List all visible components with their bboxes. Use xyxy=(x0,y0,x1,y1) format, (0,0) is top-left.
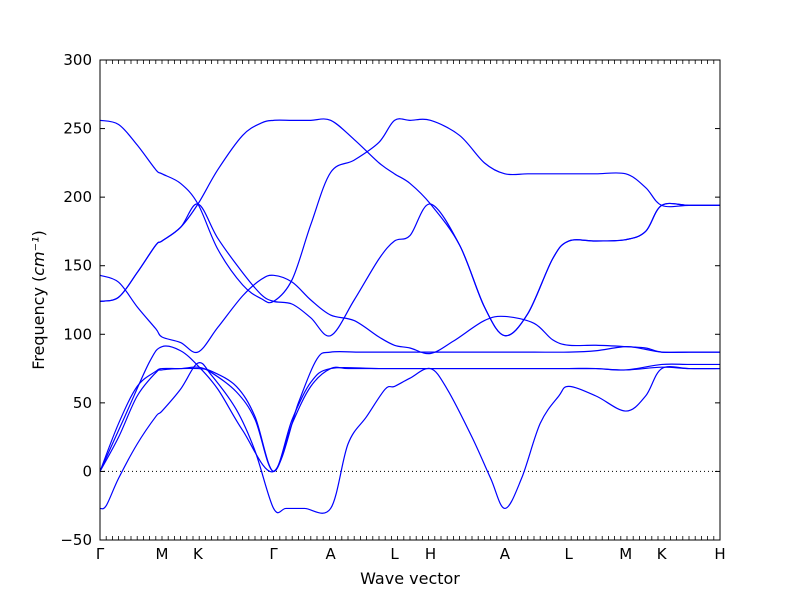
y-tick-label: 50 xyxy=(73,394,92,412)
y-axis-label: Frequency (cm⁻¹) xyxy=(29,230,48,369)
y-tick-labels: −50 0 50 100 150 200 250 300 xyxy=(60,51,92,549)
x-tick-label: K xyxy=(657,545,668,563)
x-tick-label: Γ xyxy=(96,545,105,563)
y-tick-label: 200 xyxy=(63,188,92,206)
x-tick-label: Γ xyxy=(269,545,278,563)
x-tick-label: K xyxy=(193,545,204,563)
y-tick-label: 250 xyxy=(63,120,92,138)
branch-7 xyxy=(99,118,720,304)
y-tick-label: 150 xyxy=(63,257,92,275)
axis-ticks xyxy=(99,59,721,541)
branch-6 xyxy=(99,202,720,337)
x-axis-label: Wave vector xyxy=(360,569,460,588)
y-tick-label: 100 xyxy=(63,325,92,343)
x-tick-label: A xyxy=(326,545,337,563)
branch-2 xyxy=(99,366,721,473)
y-tick-label: 0 xyxy=(82,462,92,480)
plot-frame xyxy=(99,59,721,541)
branch-5 xyxy=(99,274,720,355)
y-tick-label: 300 xyxy=(63,51,92,69)
x-tick-label: M xyxy=(619,545,632,563)
x-tick-label: H xyxy=(425,545,436,563)
x-tick-label: L xyxy=(565,545,574,563)
x-tick-label: M xyxy=(156,545,169,563)
y-axis-label-text: Frequency xyxy=(29,287,48,370)
y-axis-label-unit: cm⁻¹ xyxy=(29,237,48,276)
x-tick-label: L xyxy=(390,545,399,563)
branch-8 xyxy=(99,118,720,337)
branch-3 xyxy=(99,363,720,473)
y-tick-label: −50 xyxy=(60,531,92,549)
branch-1 xyxy=(99,362,720,514)
branch-4 xyxy=(99,345,720,473)
x-tick-label: A xyxy=(500,545,511,563)
dispersion-branches xyxy=(99,118,721,514)
x-tick-label: H xyxy=(714,545,725,563)
